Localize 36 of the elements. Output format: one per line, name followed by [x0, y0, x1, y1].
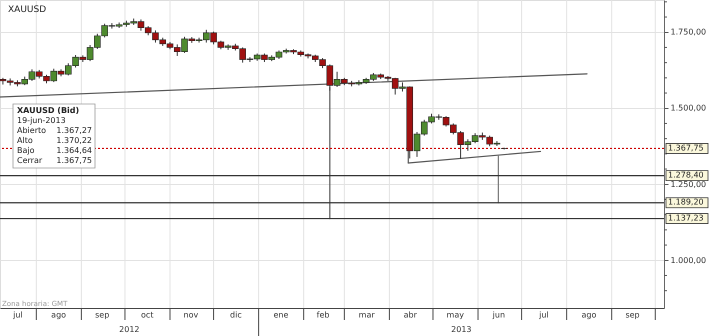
annotation: 19-jun-2013 [17, 116, 66, 125]
annotation: 1.370,22 [56, 136, 92, 145]
x-tick-label: ago [51, 310, 66, 320]
x-tick-label: dic [230, 310, 242, 320]
ref-line-label: 1.189,20 [668, 198, 704, 207]
annotation: 1.367,75 [56, 156, 92, 165]
annotation: Bajo [17, 146, 35, 155]
annotation: XAUUSD (Bid) [17, 106, 80, 115]
x-tick-label: mar [358, 310, 376, 320]
y-tick-label: 1.500,00 [670, 104, 706, 113]
x-tick-label: ago [582, 310, 596, 320]
x-tick-label: oct [141, 310, 154, 320]
y-tick-label: 1.000,00 [670, 256, 706, 265]
ref-line-label: 1.278,40 [668, 170, 704, 180]
text: XAUUSD [8, 5, 46, 15]
x-tick-label: sep [625, 310, 640, 320]
x-tick-label: nov [183, 310, 198, 320]
annotation: 1.367,27 [56, 126, 92, 135]
annotation: Abierto [17, 126, 46, 135]
y-tick-label: 1.750,00 [670, 28, 706, 37]
x-tick-label: jun [492, 310, 506, 320]
y-tick-label: 1.250,00 [670, 180, 706, 189]
x-tick-label: ene [273, 310, 288, 320]
annotation: Cerrar [17, 156, 43, 165]
text: 2013 [451, 325, 472, 334]
annotation: 1.364,64 [56, 146, 92, 155]
annotation: Alto [17, 136, 33, 145]
x-tick-label: jul [12, 310, 23, 320]
text: 2012 [119, 325, 140, 334]
x-tick-label: feb [316, 310, 330, 320]
x-tick-label: jul [538, 310, 549, 320]
ref-line-label: 1.137,23 [668, 214, 704, 223]
x-tick-label: sep [95, 310, 110, 320]
ref-line-label: 1.367,75 [668, 143, 704, 152]
x-tick-label: abr [404, 310, 418, 320]
x-tick-label: may [446, 310, 464, 320]
